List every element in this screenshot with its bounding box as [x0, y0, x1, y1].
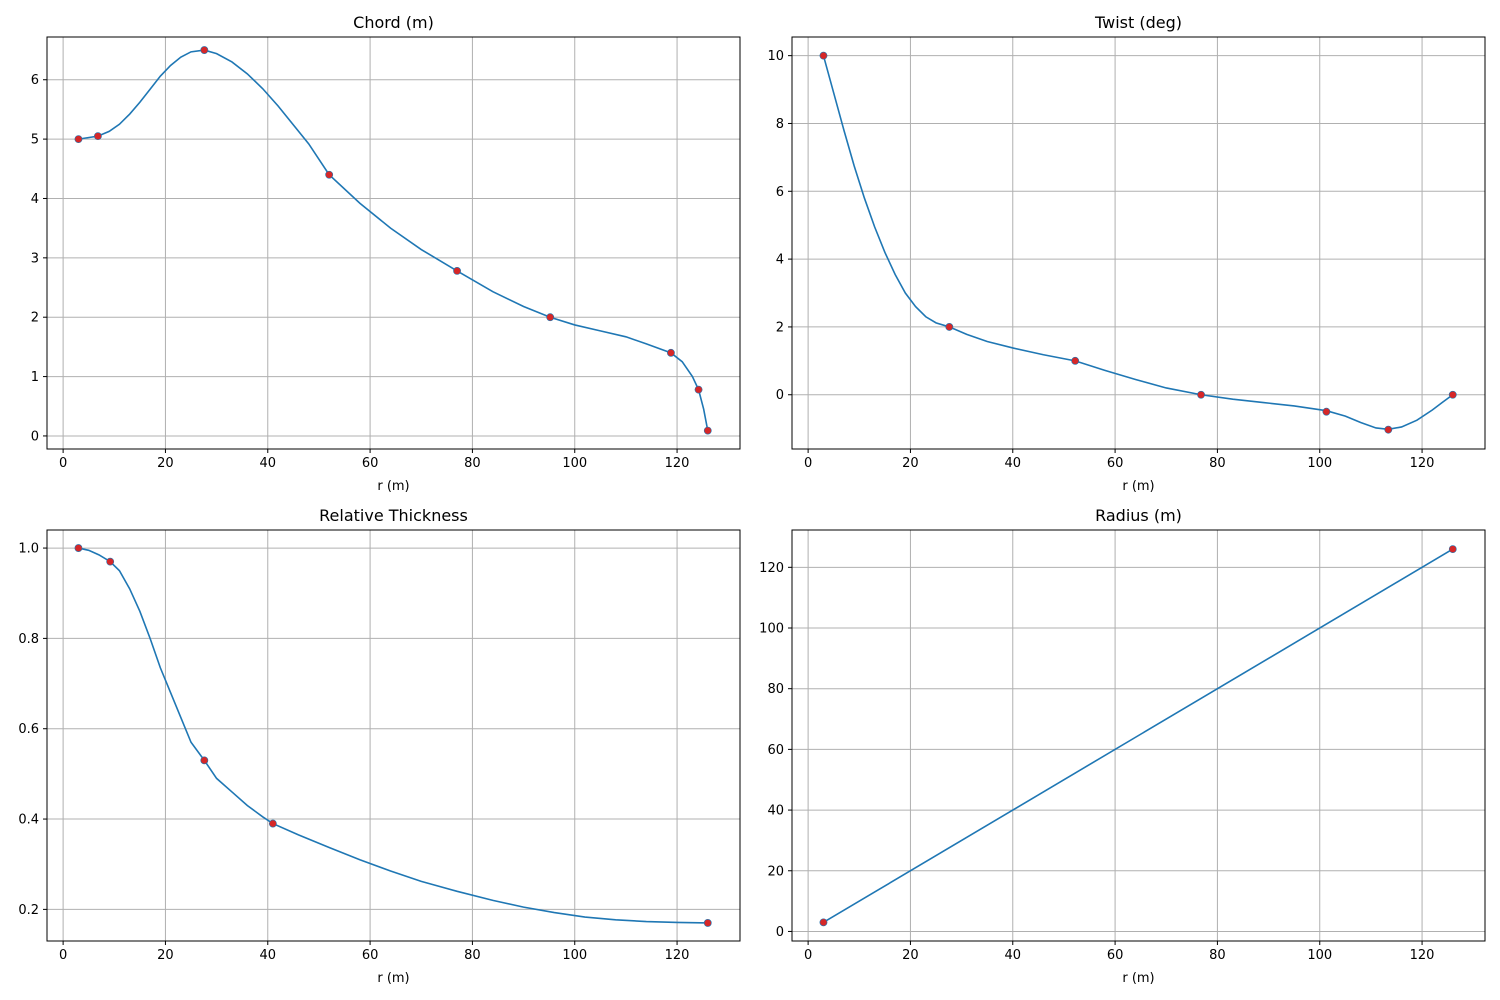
chart-relative-thickness: 0 20 40 60 80 100 120 0.2 0.4 0.6 0.8 1.0 Relative … [18, 506, 741, 986]
twist-control-point [819, 51, 828, 60]
chord-x-tick-label: 40 [259, 456, 276, 471]
thickness-control-point [268, 819, 277, 828]
twist-title: Twist (deg) [1094, 13, 1182, 32]
chart-radius: 0 20 40 60 80 100 120 0 20 40 60 80 100 120 Radius (m… [759, 506, 1486, 986]
chord-axes-frame [46, 36, 741, 450]
chord-x-tick-label: 20 [157, 456, 174, 471]
chord-y-tick-label: 0 [31, 429, 39, 444]
twist-x-tick-label: 40 [1004, 456, 1021, 471]
radius-y-tick-label: 20 [767, 864, 784, 879]
thickness-xlabel: r (m) [377, 971, 409, 986]
twist-y-tick-label: 2 [776, 320, 784, 335]
twist-control-point [1197, 390, 1205, 399]
twist-x-tick-label: 100 [1307, 456, 1332, 471]
radius-control-point [819, 918, 828, 927]
twist-control-point [1448, 390, 1457, 399]
radius-y-tick-label: 40 [767, 804, 784, 819]
thickness-curve [78, 547, 708, 924]
chord-x-tick-label: 0 [59, 456, 67, 471]
radius-y-tick-label: 120 [759, 561, 784, 576]
twist-xlabel: r (m) [1122, 479, 1154, 494]
radius-x-tick-label: 20 [902, 948, 919, 963]
chord-control-point [94, 132, 102, 141]
radius-x-tick-label: 0 [804, 948, 812, 963]
radius-y-tick-label: 60 [767, 743, 784, 758]
twist-control-point [1071, 356, 1080, 365]
radius-curve [823, 548, 1454, 924]
twist-axes-frame [791, 36, 1486, 450]
twist-x-tick-label: 0 [804, 456, 812, 471]
chord-control-point [546, 313, 555, 322]
chord-x-tick-label: 80 [464, 456, 481, 471]
chord-control-point [703, 426, 712, 435]
chart-chord: 0 20 40 60 80 100 120 0 1 2 3 4 5 6 Chord (m) r (m) [31, 13, 741, 494]
twist-control-point [1384, 425, 1393, 434]
twist-y-tick-label: 8 [776, 117, 784, 132]
thickness-title: Relative Thickness [319, 506, 468, 525]
radius-x-tick-label: 100 [1307, 948, 1332, 963]
chord-xlabel: r (m) [377, 479, 409, 494]
thickness-control-point [106, 557, 115, 566]
chord-control-point [200, 46, 209, 54]
twist-control-point [1322, 407, 1331, 416]
chord-title: Chord (m) [353, 13, 434, 32]
chord-control-point [74, 135, 83, 144]
thickness-axes-frame [46, 529, 741, 942]
chord-control-point [694, 385, 703, 394]
thickness-y-tick-label: 0.4 [18, 813, 39, 828]
chord-y-tick-label: 3 [31, 251, 39, 266]
chord-y-tick-label: 1 [31, 370, 39, 385]
twist-x-tick-label: 80 [1209, 456, 1226, 471]
thickness-x-tick-label: 80 [464, 948, 481, 963]
chord-y-tick-label: 4 [31, 192, 39, 207]
chord-curve [78, 49, 709, 431]
thickness-x-tick-label: 60 [362, 948, 379, 963]
chord-x-tick-label: 60 [362, 456, 379, 471]
radius-x-tick-label: 40 [1004, 948, 1021, 963]
twist-y-tick-label: 0 [776, 388, 784, 403]
thickness-x-tick-label: 120 [665, 948, 690, 963]
thickness-y-tick-label: 0.8 [18, 632, 39, 647]
thickness-x-tick-label: 20 [157, 948, 174, 963]
thickness-x-tick-label: 100 [562, 948, 587, 963]
chord-y-tick-label: 6 [31, 73, 39, 88]
radius-y-tick-label: 0 [776, 925, 784, 940]
twist-y-tick-label: 10 [767, 49, 784, 64]
chord-y-tick-label: 2 [31, 311, 39, 326]
twist-y-tick-label: 6 [776, 185, 784, 200]
radius-xlabel: r (m) [1122, 971, 1154, 986]
thickness-y-tick-label: 0.2 [18, 903, 39, 918]
thickness-control-point [74, 544, 83, 552]
radius-control-point [1448, 545, 1457, 554]
chord-x-tick-label: 120 [665, 456, 690, 471]
chord-y-tick-label: 5 [31, 133, 39, 148]
radius-x-tick-label: 80 [1209, 948, 1226, 963]
thickness-control-point [200, 756, 209, 765]
radius-x-tick-label: 120 [1410, 948, 1435, 963]
thickness-control-point [703, 919, 712, 927]
chord-x-tick-label: 100 [562, 456, 587, 471]
twist-y-tick-label: 4 [776, 253, 784, 268]
chord-control-point [453, 267, 461, 275]
radius-title: Radius (m) [1095, 506, 1182, 525]
chord-control-point [667, 348, 675, 357]
thickness-y-tick-label: 1.0 [18, 542, 39, 557]
twist-x-tick-label: 20 [902, 456, 919, 471]
twist-x-tick-label: 120 [1410, 456, 1435, 471]
twist-x-tick-label: 60 [1107, 456, 1124, 471]
chart-twist: 0 20 40 60 80 100 120 0 2 4 6 8 10 Twist (deg) r (m) [767, 13, 1486, 494]
twist-control-point [945, 323, 954, 331]
radius-x-tick-label: 60 [1107, 948, 1124, 963]
thickness-x-tick-label: 0 [59, 948, 67, 963]
chord-control-point [325, 170, 334, 179]
thickness-x-tick-label: 40 [259, 948, 276, 963]
radius-y-tick-label: 100 [759, 622, 784, 637]
radius-axes-frame [791, 529, 1486, 942]
radius-y-tick-label: 80 [767, 682, 784, 697]
thickness-y-tick-label: 0.6 [18, 722, 39, 737]
